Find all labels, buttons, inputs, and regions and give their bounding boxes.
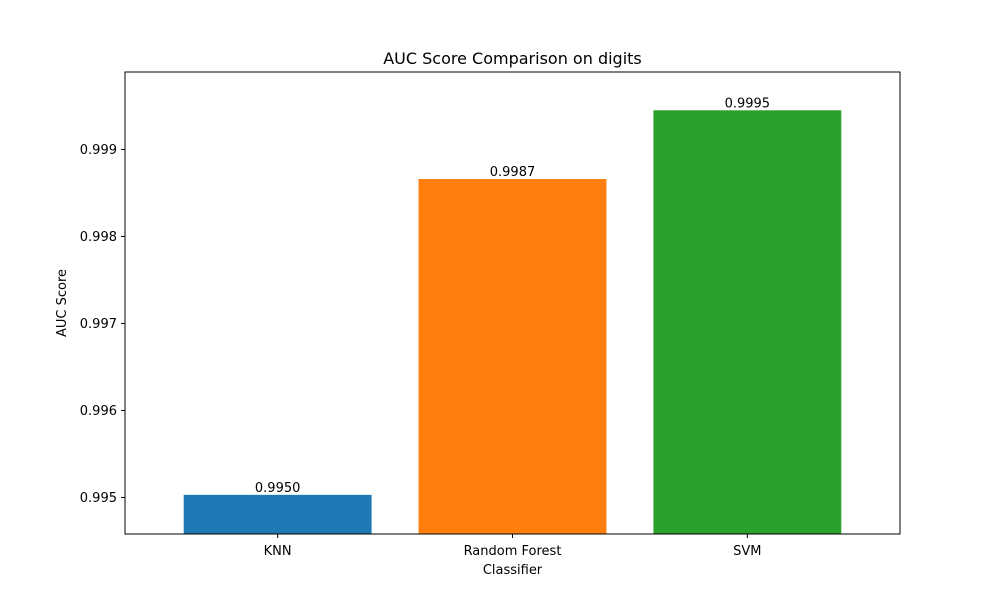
y-axis-label: AUC Score xyxy=(55,269,70,337)
y-tick-label: 0.998 xyxy=(80,230,117,245)
data-label: 0.9987 xyxy=(490,165,536,180)
y-tick-label: 0.997 xyxy=(80,317,117,332)
x-tick-label: Random Forest xyxy=(464,544,562,559)
data-label: 0.9995 xyxy=(725,96,771,111)
x-tick-label: KNN xyxy=(264,544,292,559)
bar-random-forest xyxy=(418,179,607,534)
x-tick-label: SVM xyxy=(733,544,761,559)
bar-knn xyxy=(183,494,372,534)
chart-title: AUC Score Comparison on digits xyxy=(383,49,642,68)
x-axis-ticks: KNN Random Forest SVM xyxy=(264,534,762,559)
y-axis-ticks: 0.995 0.996 0.997 0.998 0.999 xyxy=(80,143,125,506)
y-tick-label: 0.996 xyxy=(80,404,117,419)
data-label: 0.9950 xyxy=(255,481,301,496)
bar-svm xyxy=(653,110,842,535)
bars-layer xyxy=(183,110,842,535)
y-tick-label: 0.999 xyxy=(80,143,117,158)
y-tick-label: 0.995 xyxy=(80,491,117,506)
x-axis-label: Classifier xyxy=(483,563,543,578)
data-labels-layer: 0.9950 0.9987 0.9995 xyxy=(255,96,770,496)
